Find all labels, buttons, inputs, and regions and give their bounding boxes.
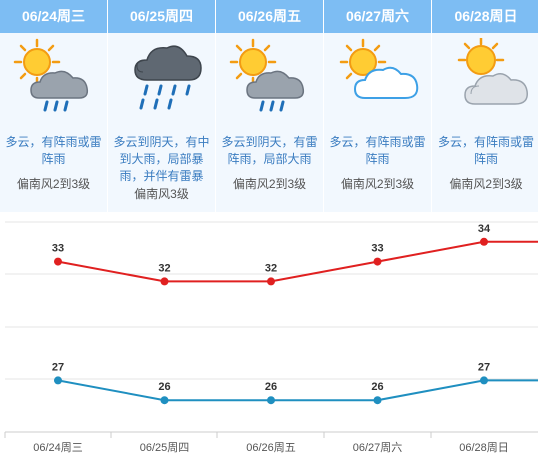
series-line-1 [57, 379, 538, 402]
data-point [267, 277, 275, 286]
day-card: 06/24周三 多云，有阵雨或雷阵雨 [0, 0, 108, 212]
wind-info: 偏南风2到3级 [16, 177, 91, 191]
day-header: 06/24周三 [0, 0, 107, 33]
forecast-panel: 06/24周三 多云，有阵雨或雷阵雨 [0, 0, 538, 212]
series-line-0 [57, 240, 538, 283]
data-point [373, 396, 382, 405]
wind-info: 偏南风2到3级 [232, 177, 307, 191]
data-point [160, 277, 169, 286]
data-label: 26 [371, 381, 383, 393]
data-label: 34 [478, 223, 491, 235]
data-label: 32 [265, 262, 277, 274]
data-point [373, 257, 382, 266]
day-header: 06/26周五 [216, 0, 323, 33]
wind-info: 偏南风3级 [134, 187, 189, 201]
day-card: 06/26周五 多云到阴天，有雷阵雨，局部大雨 偏南风2到3级 [216, 0, 324, 212]
x-tick-label: 06/24周三 [33, 441, 83, 454]
weather-description: 多云，有阵雨或雷阵雨 [437, 135, 534, 166]
day-header: 06/27周六 [324, 0, 431, 33]
data-point [480, 376, 488, 385]
x-tick-label: 06/28周日 [459, 441, 509, 454]
data-label: 33 [52, 243, 64, 255]
data-point [54, 376, 62, 385]
wind-info: 偏南风2到3级 [449, 177, 523, 191]
day-header: 06/28周日 [432, 0, 538, 33]
data-label: 32 [158, 262, 170, 274]
weather-description: 多云，有阵雨或雷阵雨 [329, 135, 426, 166]
thunder-shower-icon [216, 38, 324, 118]
partly-cloudy-icon [324, 38, 432, 118]
weather-description: 多云到阴天，有中到大雨，局部暴雨，并伴有雷暴 [113, 135, 210, 183]
x-tick-label: 06/25周四 [140, 441, 190, 454]
weather-description: 多云，有阵雨或雷阵雨 [5, 135, 102, 166]
temperature-chart-svg: 33 32 32 33 34 27 26 26 26 27 06/24周三 06/25周四 06/26… [4, 221, 538, 454]
data-point [267, 396, 275, 405]
data-label: 27 [478, 361, 490, 373]
data-label: 33 [371, 243, 383, 255]
temperature-chart: 33 32 32 33 34 27 26 26 26 27 06/24周三 06/25周四 06/26… [0, 212, 538, 465]
data-point [480, 237, 488, 246]
day-card: 06/25周四 多云到阴天，有中到大雨，局部暴雨，并伴有雷暴 偏南风3级 [108, 0, 216, 212]
x-tick-label: 06/27周六 [353, 441, 403, 454]
data-point [160, 396, 169, 405]
data-label: 27 [52, 361, 64, 373]
day-card: 06/28周日 多云，有阵雨或雷阵雨 偏南风2到3级 [432, 0, 538, 212]
weather-description: 多云到阴天，有雷阵雨，局部大雨 [221, 135, 318, 166]
day-card: 06/27周六 多云，有阵雨或雷阵雨 偏南风2到3级 [324, 0, 432, 212]
thunder-shower-icon [0, 38, 108, 118]
data-label: 26 [158, 381, 170, 393]
heavy-rain-icon [108, 38, 216, 118]
cloudy-icon [432, 38, 538, 118]
day-header: 06/25周四 [108, 0, 215, 33]
data-point [54, 257, 62, 266]
data-label: 26 [265, 381, 277, 393]
wind-info: 偏南风2到3级 [340, 177, 415, 191]
x-tick-label: 06/26周五 [246, 441, 296, 454]
